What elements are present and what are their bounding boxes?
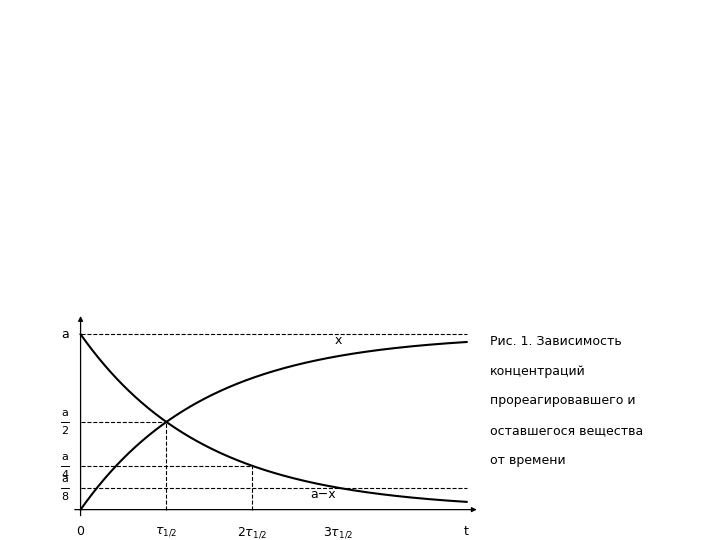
- Text: концентраций: концентраций: [490, 364, 585, 377]
- Text: $3\tau_{1/2}$: $3\tau_{1/2}$: [323, 525, 353, 540]
- Text: 4: 4: [62, 470, 68, 480]
- Text: 8: 8: [62, 491, 68, 502]
- Text: от времени: от времени: [490, 454, 565, 467]
- Text: a: a: [61, 328, 69, 341]
- Text: $\tau_{1/2}$: $\tau_{1/2}$: [156, 525, 178, 538]
- Text: a: a: [62, 474, 68, 484]
- Text: оставшегося вещества: оставшегося вещества: [490, 424, 643, 437]
- Text: Рис. 1. Зависимость: Рис. 1. Зависимость: [490, 335, 621, 348]
- Text: x: x: [334, 334, 341, 347]
- Text: a: a: [62, 452, 68, 462]
- Text: прореагировавшего и: прореагировавшего и: [490, 394, 635, 407]
- Text: 2: 2: [62, 426, 68, 436]
- Text: 0: 0: [76, 525, 84, 538]
- Text: a: a: [62, 408, 68, 418]
- Text: t: t: [464, 525, 469, 538]
- Text: a−x: a−x: [310, 488, 336, 501]
- Text: $2\tau_{1/2}$: $2\tau_{1/2}$: [237, 525, 267, 540]
